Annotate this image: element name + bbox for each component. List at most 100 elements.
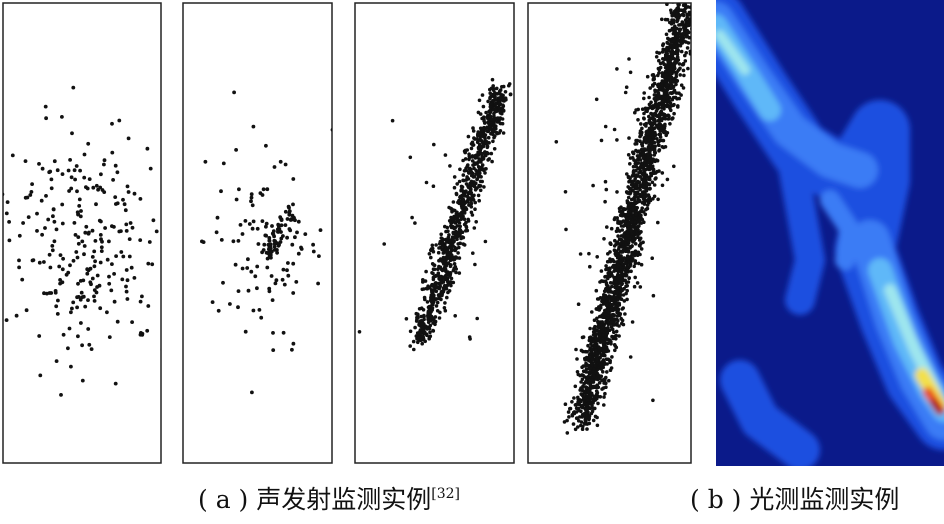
dot — [87, 177, 92, 182]
dot — [579, 380, 583, 384]
dot — [624, 216, 629, 221]
dot — [693, 36, 697, 40]
dot — [58, 278, 62, 282]
dot — [485, 144, 490, 149]
dot — [291, 177, 296, 181]
dot — [646, 145, 651, 150]
dot — [431, 316, 436, 321]
dot — [642, 168, 646, 172]
dot — [668, 122, 672, 126]
dot — [620, 210, 625, 215]
dot — [461, 202, 466, 206]
dot — [419, 314, 424, 319]
dot — [609, 271, 614, 275]
dot — [17, 265, 21, 270]
dot — [121, 197, 125, 202]
dot — [458, 224, 463, 229]
dot — [273, 281, 278, 286]
dot — [436, 267, 440, 272]
dot-cloud — [554, 3, 697, 435]
dot — [588, 366, 593, 371]
dot — [432, 299, 436, 303]
dot — [629, 197, 634, 202]
dot — [89, 282, 93, 287]
dot — [579, 392, 584, 397]
dot — [257, 308, 262, 312]
dot — [98, 233, 103, 237]
dot — [598, 395, 603, 399]
dot — [616, 285, 620, 290]
dot — [234, 197, 239, 202]
dot — [665, 51, 669, 56]
dot — [604, 385, 608, 390]
dot — [72, 221, 77, 225]
dot — [125, 278, 130, 283]
dot — [107, 335, 112, 339]
dot — [418, 338, 423, 343]
dot — [675, 79, 680, 83]
dot — [76, 241, 81, 246]
dot — [626, 153, 631, 157]
dot — [482, 151, 486, 155]
dot — [609, 242, 613, 246]
dot — [483, 133, 488, 137]
dot — [597, 335, 602, 340]
dot — [111, 178, 115, 182]
dot — [127, 254, 132, 259]
dot — [452, 185, 457, 190]
dot — [617, 206, 622, 211]
dot — [7, 220, 11, 224]
dot — [50, 244, 55, 248]
dot — [672, 111, 676, 116]
dot — [674, 32, 678, 36]
dot — [685, 46, 690, 50]
dot — [67, 326, 72, 331]
dot — [451, 200, 456, 204]
dot — [602, 395, 606, 399]
dot — [478, 188, 483, 193]
dot — [644, 187, 648, 192]
dot — [484, 140, 489, 145]
dot — [290, 347, 294, 352]
dot — [14, 313, 19, 318]
dot — [84, 185, 88, 190]
dot — [455, 237, 459, 241]
dot — [431, 275, 436, 280]
dot — [647, 195, 652, 199]
dot — [645, 182, 649, 187]
dot — [479, 151, 484, 156]
dot — [280, 277, 285, 282]
dot — [115, 319, 120, 324]
dot — [43, 104, 48, 109]
dot — [287, 205, 291, 210]
dot — [617, 254, 621, 258]
dot — [604, 282, 609, 287]
dot — [432, 142, 436, 147]
dot — [45, 291, 49, 296]
dot — [570, 413, 575, 417]
dot — [455, 224, 460, 228]
dot — [634, 185, 638, 189]
dot — [120, 277, 125, 282]
dot — [457, 179, 462, 184]
dot — [264, 143, 268, 148]
dot — [481, 155, 486, 159]
dot — [422, 317, 426, 322]
dot — [663, 124, 667, 128]
dot — [281, 267, 286, 272]
dot — [124, 289, 129, 294]
dot — [87, 342, 92, 347]
dot — [467, 185, 471, 190]
dot — [278, 159, 283, 164]
dot — [128, 221, 133, 225]
dot — [653, 88, 657, 93]
dot — [612, 343, 617, 347]
dot — [419, 306, 424, 311]
dot — [681, 3, 686, 8]
dot — [99, 245, 104, 250]
dot — [48, 169, 53, 174]
dot — [93, 239, 98, 243]
dot — [623, 278, 627, 283]
dot — [4, 211, 9, 216]
dot — [670, 54, 675, 58]
